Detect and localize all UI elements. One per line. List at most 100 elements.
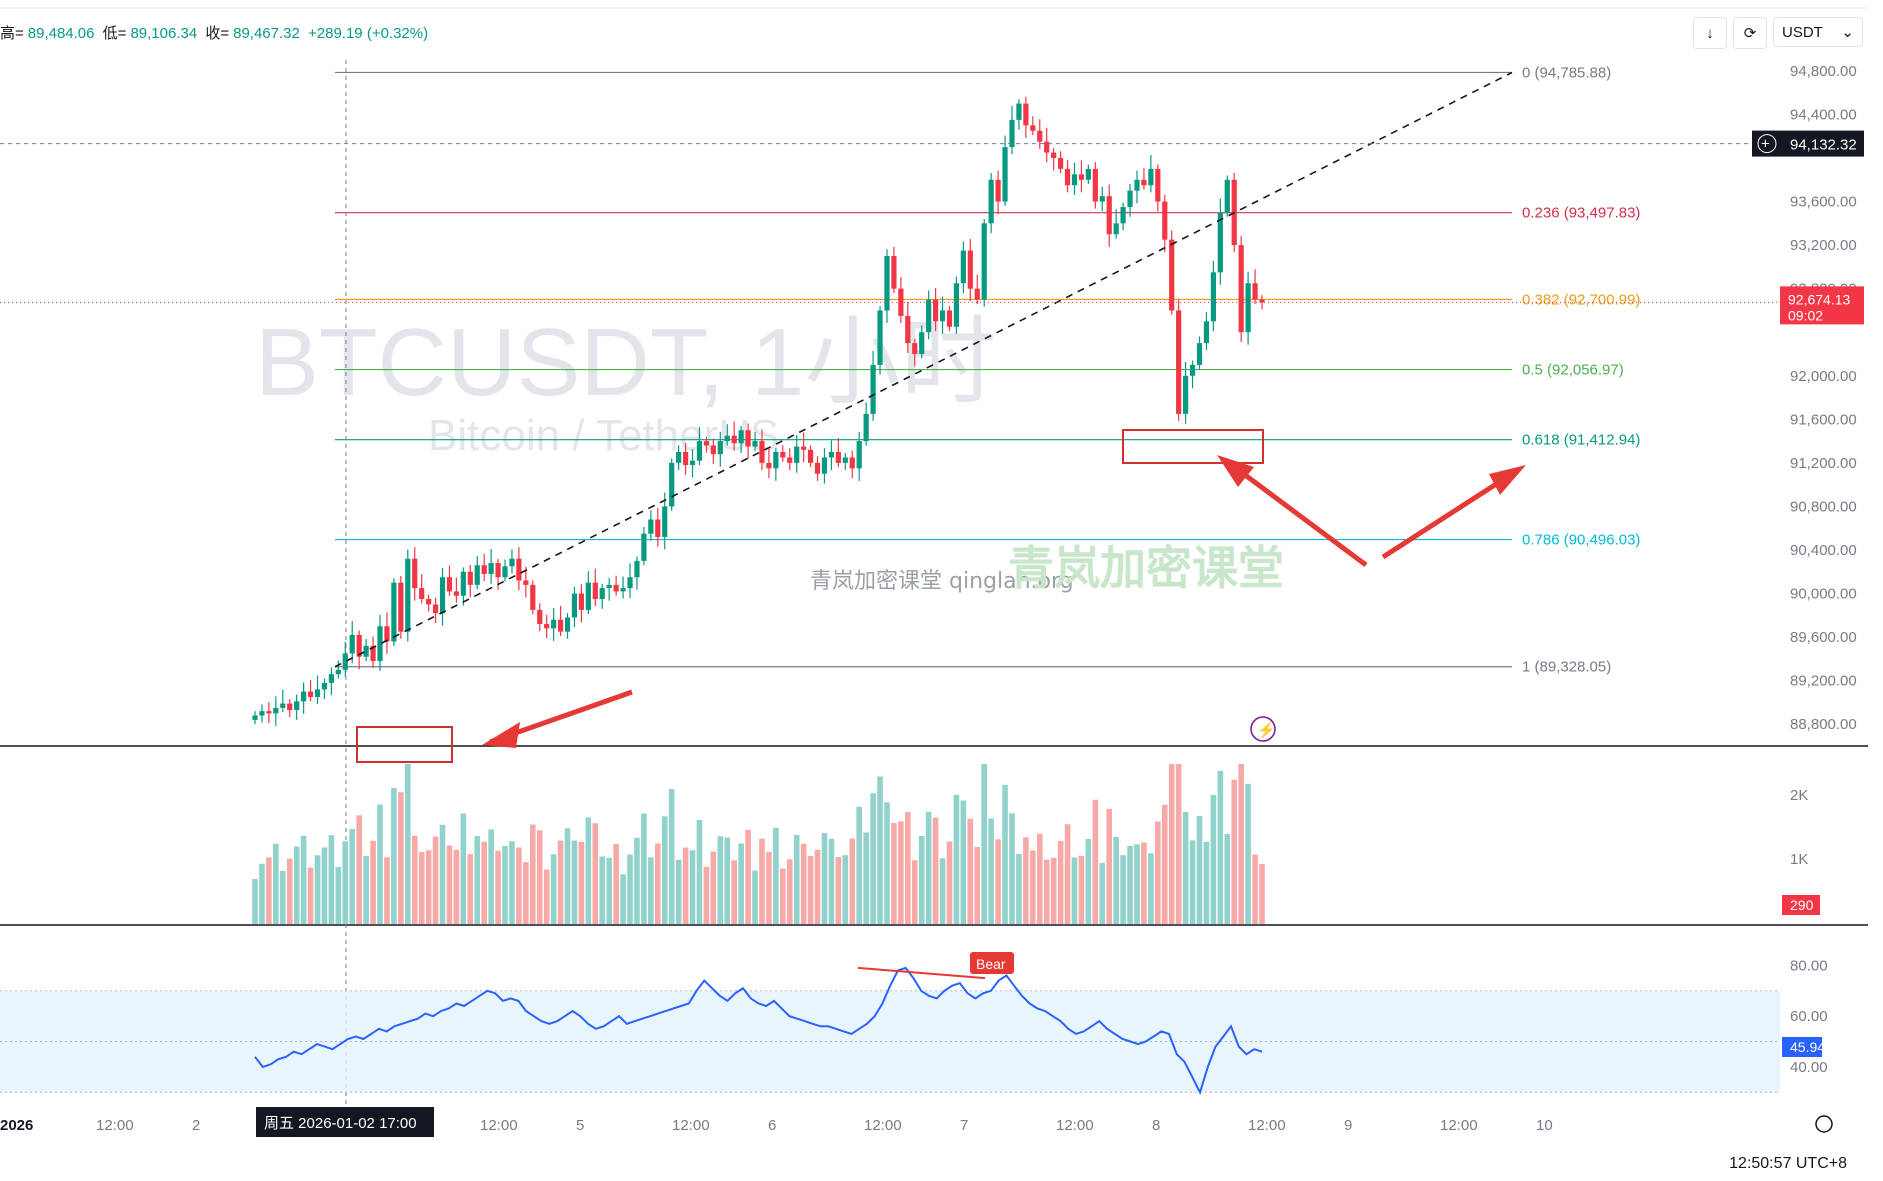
candle-body <box>1224 179 1230 213</box>
candle-body <box>627 577 633 589</box>
candle-body <box>419 588 425 599</box>
volume-bar <box>759 838 765 924</box>
download-button[interactable]: ↓ <box>1693 17 1727 49</box>
rsi-line <box>254 966 1263 1095</box>
candle-body <box>599 588 605 599</box>
volume-bar <box>960 800 967 924</box>
candle-body <box>648 519 654 534</box>
candle-body <box>585 582 591 610</box>
volume-bar <box>668 789 675 924</box>
volume-bar <box>543 869 550 924</box>
volume-bar <box>328 835 335 924</box>
candle-body <box>502 566 508 578</box>
candle-body <box>967 250 973 289</box>
volume-bar <box>523 862 529 924</box>
volume-bar <box>495 850 501 924</box>
volume-bar <box>696 820 703 924</box>
volume-bar <box>710 851 717 924</box>
volume-bar <box>1196 816 1203 924</box>
replay-button[interactable]: ⟳ <box>1733 17 1767 49</box>
candle-body <box>1134 179 1140 191</box>
candle-body <box>1252 283 1258 300</box>
candle-body <box>571 593 578 618</box>
candle-body <box>467 571 473 585</box>
y-tick-label: 89,600.00 <box>1790 629 1857 646</box>
volume-bar <box>932 817 939 924</box>
y-tick-label: 90,400.00 <box>1790 542 1857 559</box>
candle-body <box>634 560 640 578</box>
candle-body <box>932 299 939 322</box>
volume-bar <box>1161 804 1168 924</box>
candle-body <box>1051 152 1057 158</box>
candle-body <box>689 460 696 466</box>
volume-bar <box>1245 783 1251 924</box>
candle-body <box>905 315 911 344</box>
candle-body <box>863 413 869 442</box>
candle-body <box>794 446 800 463</box>
volume-bar <box>286 858 293 924</box>
crosshair-price-label: 94,132.32 <box>1790 137 1857 154</box>
volume-bar <box>891 823 897 924</box>
volume-bar <box>1106 808 1113 924</box>
candle-body <box>821 457 828 474</box>
volume-bar <box>398 792 404 924</box>
volume-bar <box>356 815 362 924</box>
volume-bar <box>606 857 612 924</box>
volume-bar <box>793 835 800 924</box>
candle-body <box>682 452 689 466</box>
candle-body <box>1078 174 1085 180</box>
volume-bar <box>898 821 904 924</box>
volume-bar <box>1127 846 1133 924</box>
volume-bar <box>529 824 536 924</box>
volume-bar <box>613 844 619 924</box>
countdown-label: 09:02 <box>1788 307 1823 323</box>
volume-bar <box>1155 821 1161 924</box>
x-tick-label: 8 <box>1152 1117 1160 1134</box>
volume-bar <box>1203 841 1210 924</box>
candle-body <box>828 452 835 458</box>
candle-body <box>703 441 710 446</box>
x-tick-label: 5 <box>576 1117 584 1134</box>
crosshair-time-box <box>256 1107 434 1137</box>
volume-bar <box>252 879 258 924</box>
x-tick-label: 12:00 <box>1440 1117 1478 1134</box>
volume-bar <box>599 856 606 924</box>
candle-body <box>439 577 446 614</box>
x-tick-label: 12:00 <box>1248 1117 1286 1134</box>
y-tick-label: 90,000.00 <box>1790 586 1857 603</box>
volume-bar <box>446 845 453 924</box>
volume-bar <box>918 836 925 924</box>
currency-select[interactable]: USDT ⌄ <box>1773 17 1863 47</box>
volume-bar <box>1168 764 1175 924</box>
candle-body <box>669 462 675 507</box>
volume-bar <box>939 858 946 924</box>
candle-body <box>551 619 557 629</box>
candle-body <box>662 506 668 537</box>
volume-bar <box>1023 837 1029 924</box>
candle-body <box>405 558 411 632</box>
x-tick-label: 6 <box>768 1117 776 1134</box>
candle-body <box>1238 245 1244 333</box>
volume-bar <box>925 811 932 924</box>
bear-divergence-line <box>857 966 986 980</box>
candle-body <box>1245 283 1251 333</box>
volume-bar <box>731 860 737 924</box>
volume-bar <box>967 818 974 924</box>
candle-body <box>1183 375 1189 414</box>
candle-body <box>891 256 897 289</box>
volume-bar <box>474 836 481 924</box>
volume-bar <box>1175 764 1182 924</box>
candle-body <box>1169 239 1175 311</box>
candle-body <box>1127 190 1133 207</box>
candle-body <box>1106 196 1112 235</box>
fib-level-label: 0.236 (93,497.83) <box>1522 205 1640 222</box>
candle-body <box>1120 207 1126 224</box>
volume-bar <box>1120 855 1126 924</box>
candle-body <box>926 299 932 333</box>
candle-body <box>370 645 376 662</box>
volume-bar <box>1210 795 1217 924</box>
candle-body <box>564 617 571 632</box>
top-toolbar: ↓ ⟳ USDT ⌄ <box>1693 17 1863 49</box>
candle-body <box>287 703 293 711</box>
